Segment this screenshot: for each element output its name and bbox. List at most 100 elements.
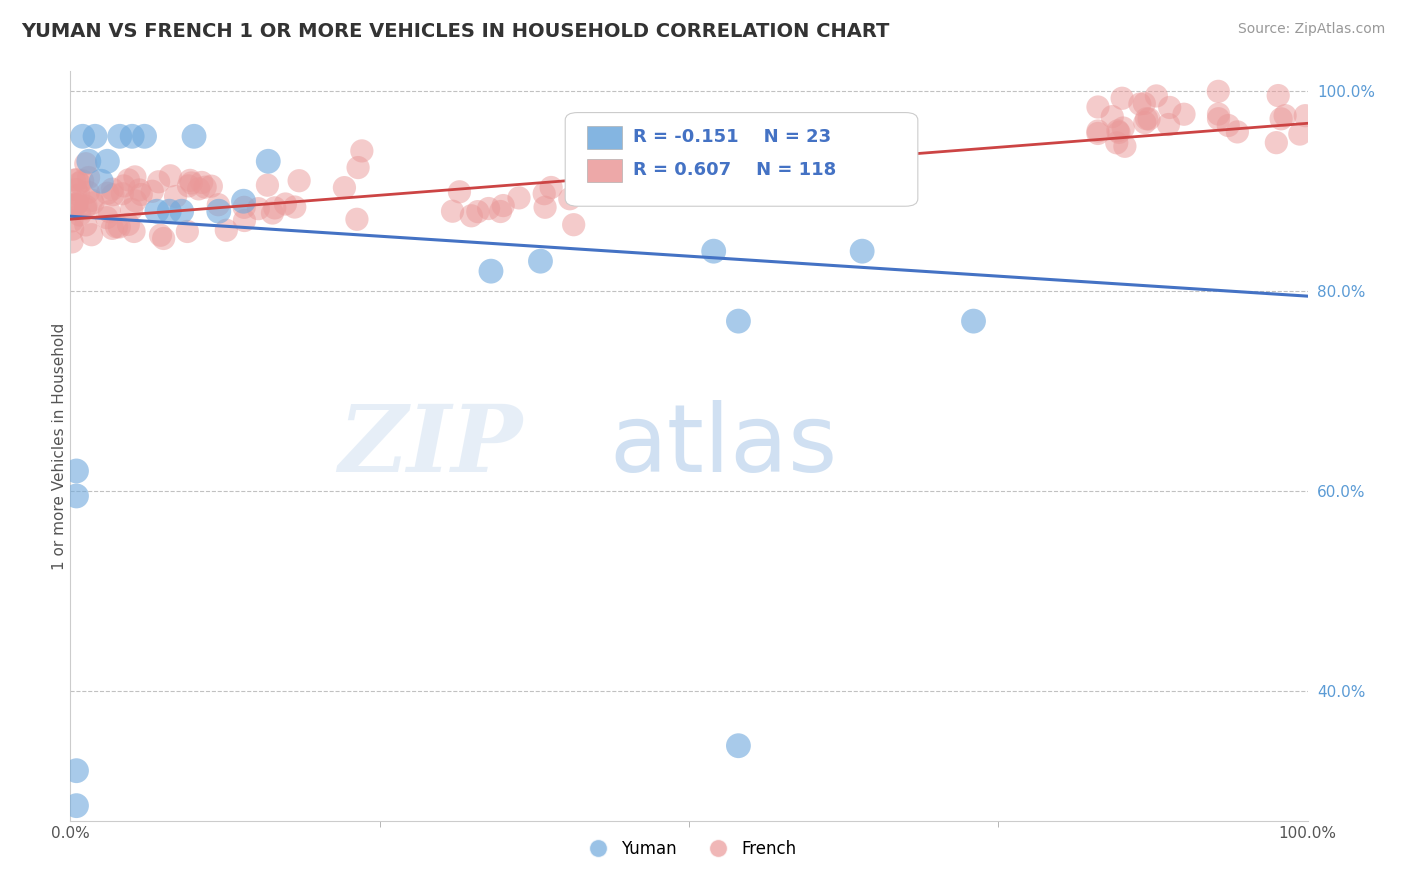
Point — [90, 174, 112, 188]
Point — [190, 176, 212, 190]
Point — [1105, 136, 1128, 150]
Point — [157, 204, 180, 219]
Text: R = -0.151    N = 23: R = -0.151 N = 23 — [633, 128, 831, 145]
Point — [101, 187, 124, 202]
Point — [149, 228, 172, 243]
Point — [122, 224, 145, 238]
Point — [529, 254, 551, 268]
Point — [67, 176, 90, 190]
Point — [96, 154, 118, 169]
Point — [851, 244, 873, 259]
Point — [1208, 107, 1230, 121]
Point — [101, 221, 124, 235]
Point — [129, 187, 152, 202]
Point — [262, 206, 284, 220]
Point — [274, 197, 297, 211]
Point — [489, 204, 512, 219]
Point — [112, 178, 135, 193]
Point — [65, 764, 87, 778]
Point — [183, 129, 205, 144]
Point — [63, 173, 86, 187]
FancyBboxPatch shape — [588, 159, 621, 181]
Point — [124, 194, 146, 208]
Point — [1107, 124, 1129, 138]
Point — [346, 212, 368, 227]
Text: R = 0.607    N = 118: R = 0.607 N = 118 — [633, 161, 837, 178]
Point — [441, 204, 464, 219]
Point — [1133, 96, 1156, 111]
Point — [1294, 109, 1316, 123]
Point — [1226, 125, 1249, 139]
Point — [562, 218, 585, 232]
Point — [1101, 110, 1123, 124]
Point — [187, 182, 209, 196]
Point — [67, 188, 90, 202]
Point — [128, 183, 150, 197]
Point — [121, 202, 143, 217]
Point — [232, 194, 254, 209]
Point — [1108, 125, 1130, 139]
Point — [75, 202, 97, 216]
Point — [207, 197, 229, 211]
Point — [700, 169, 723, 184]
Point — [1087, 127, 1109, 141]
Point — [533, 186, 555, 201]
FancyBboxPatch shape — [588, 126, 621, 149]
Point — [101, 182, 124, 196]
Point — [233, 200, 256, 214]
Point — [180, 176, 202, 190]
Point — [256, 178, 278, 193]
Point — [1267, 88, 1289, 103]
Point — [1173, 107, 1195, 121]
Point — [1270, 112, 1292, 126]
Point — [803, 129, 825, 144]
Point — [1087, 100, 1109, 114]
Point — [1135, 112, 1157, 126]
Point — [60, 235, 83, 249]
Point — [72, 174, 94, 188]
Point — [1208, 112, 1230, 126]
Point — [65, 798, 87, 813]
Point — [727, 739, 749, 753]
Point — [467, 204, 489, 219]
Point — [117, 218, 139, 232]
Point — [200, 179, 222, 194]
Point — [1144, 89, 1167, 103]
Point — [108, 219, 131, 234]
Point — [179, 173, 201, 187]
Point — [350, 144, 373, 158]
Text: Source: ZipAtlas.com: Source: ZipAtlas.com — [1237, 22, 1385, 37]
Point — [77, 186, 100, 200]
Point — [77, 154, 100, 169]
Point — [288, 174, 311, 188]
Point — [72, 129, 94, 144]
Point — [65, 198, 87, 212]
Legend: Yuman, French: Yuman, French — [575, 833, 803, 864]
Point — [117, 173, 139, 187]
Point — [82, 195, 104, 210]
Point — [263, 201, 285, 215]
Point — [1218, 119, 1240, 133]
Point — [146, 204, 169, 219]
Point — [215, 223, 238, 237]
Point — [1157, 118, 1180, 132]
Point — [111, 186, 134, 201]
Point — [108, 129, 131, 144]
Point — [449, 185, 471, 199]
Y-axis label: 1 or more Vehicles in Household: 1 or more Vehicles in Household — [52, 322, 66, 570]
Point — [257, 154, 280, 169]
Point — [1137, 112, 1160, 126]
Point — [159, 169, 181, 183]
Point — [98, 204, 121, 219]
Text: atlas: atlas — [609, 400, 838, 492]
Point — [134, 129, 156, 144]
Point — [534, 200, 557, 214]
Point — [84, 129, 107, 144]
Point — [141, 184, 163, 198]
Point — [962, 314, 984, 328]
Point — [233, 213, 256, 227]
Point — [1159, 100, 1181, 114]
Point — [727, 314, 749, 328]
Point — [1112, 121, 1135, 136]
Point — [75, 199, 97, 213]
